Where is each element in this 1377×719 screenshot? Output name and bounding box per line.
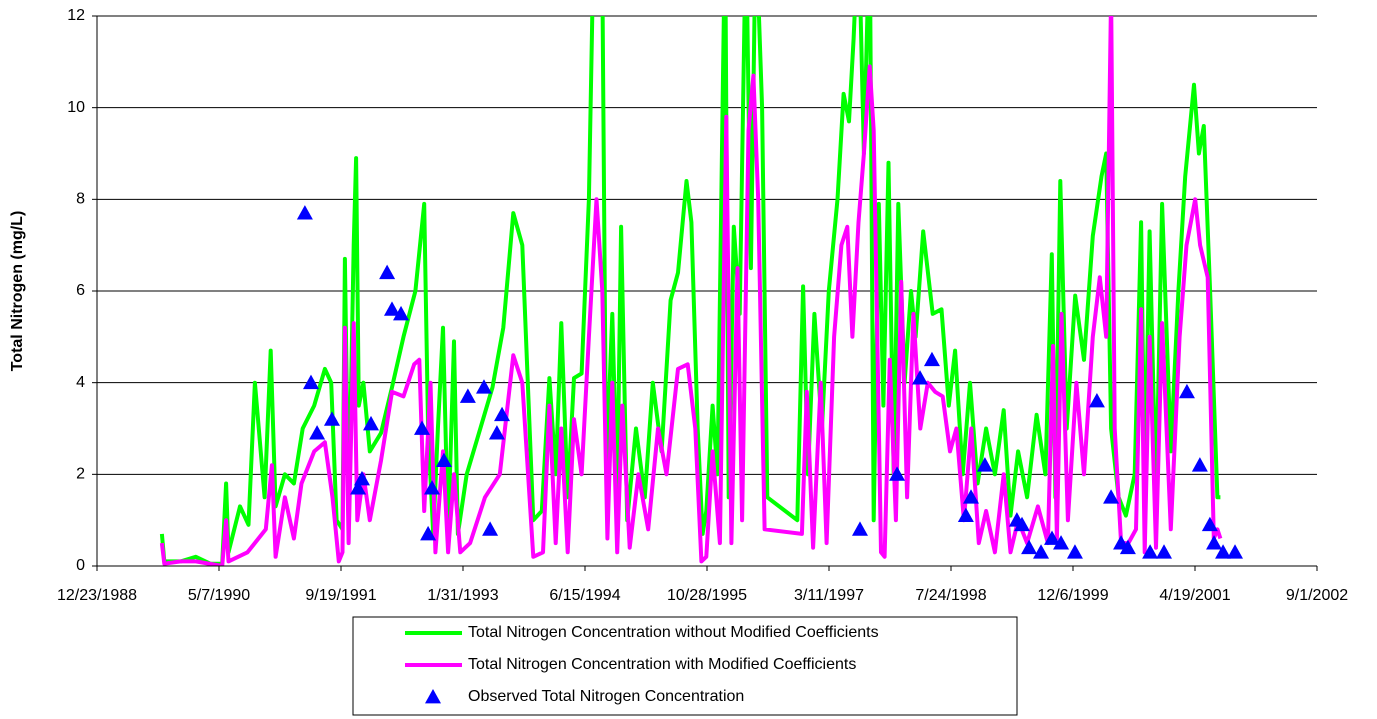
y-tick-label: 8	[76, 191, 85, 208]
data-line	[159, 16, 1223, 566]
x-tick-label: 7/24/1998	[915, 587, 986, 604]
data-point	[350, 480, 367, 495]
x-tick-label: 4/19/2001	[1159, 587, 1230, 604]
data-point	[323, 411, 340, 426]
legend-marker	[425, 689, 441, 704]
data-point	[1033, 544, 1050, 559]
legend-label: Total Nitrogen Concentration without Mod…	[468, 624, 879, 641]
data-point	[414, 420, 431, 435]
x-tick-label: 12/23/1988	[57, 587, 137, 604]
axes: 0 2 4 6 8 10 12 12/23/1988 5/7/1990 9/19/1991 1/31…	[57, 7, 1348, 604]
data-point	[851, 521, 868, 536]
data-point	[1215, 544, 1232, 559]
x-tick-label: 6/15/1994	[549, 587, 620, 604]
x-tick-label: 9/1/2002	[1286, 587, 1348, 604]
data-point	[1021, 539, 1038, 555]
legend-box	[352, 616, 1018, 716]
data-point	[1044, 530, 1061, 545]
x-tick-label: 3/11/1997	[794, 587, 864, 604]
data-point	[957, 507, 974, 522]
y-tick-label: 2	[76, 466, 85, 483]
data-point	[912, 370, 929, 385]
data-point	[963, 489, 980, 504]
data-point	[435, 452, 452, 467]
data-point	[1014, 516, 1031, 532]
data-point	[1103, 489, 1120, 504]
data-point	[393, 305, 410, 321]
data-point	[494, 406, 511, 422]
data-point	[1088, 393, 1105, 408]
data-point	[383, 301, 400, 316]
legend-label: Total Nitrogen Concentration with Modifi…	[468, 656, 856, 673]
data-point	[353, 470, 370, 486]
data-point	[1156, 544, 1173, 559]
x-tick-label: 10/28/1995	[667, 587, 747, 604]
data-line	[159, 16, 1221, 566]
data-point	[475, 379, 492, 394]
data-point	[889, 466, 906, 481]
data-point	[1178, 383, 1195, 399]
data-point	[363, 415, 380, 431]
legend-label: Observed Total Nitrogen Concentration	[468, 688, 744, 705]
data-point	[296, 205, 313, 220]
data-point	[424, 480, 441, 495]
y-tick-label: 4	[76, 374, 85, 391]
y-tick-label: 10	[67, 99, 85, 116]
legend: Total Nitrogen Concentration without Mod…	[405, 624, 879, 705]
data-point	[1053, 535, 1070, 550]
data-point	[488, 425, 505, 440]
data-point	[379, 264, 396, 280]
plot-area	[159, 16, 1244, 566]
data-point	[1119, 539, 1136, 555]
x-tick-label: 9/19/1991	[305, 587, 376, 604]
data-point	[420, 525, 437, 541]
data-point	[1066, 544, 1083, 559]
data-point	[1227, 544, 1244, 559]
data-point	[1142, 544, 1159, 559]
data-point	[976, 457, 993, 472]
data-point	[1201, 516, 1218, 532]
y-tick-label: 0	[76, 557, 85, 574]
data-point	[302, 374, 319, 390]
data-point	[1191, 457, 1208, 472]
y-axis-label: Total Nitrogen (mg/L)	[9, 211, 26, 372]
y-tick-label: 6	[76, 282, 85, 299]
x-tick-label: 5/7/1990	[188, 587, 250, 604]
data-point	[309, 425, 326, 440]
x-tick-label: 1/31/1993	[427, 587, 498, 604]
y-tick-label: 12	[67, 7, 85, 24]
data-point	[459, 388, 476, 403]
data-point	[1206, 535, 1223, 550]
x-tick-label: 12/6/1999	[1037, 587, 1108, 604]
data-point	[923, 351, 940, 367]
grid	[97, 15, 1317, 567]
data-point	[482, 521, 499, 536]
